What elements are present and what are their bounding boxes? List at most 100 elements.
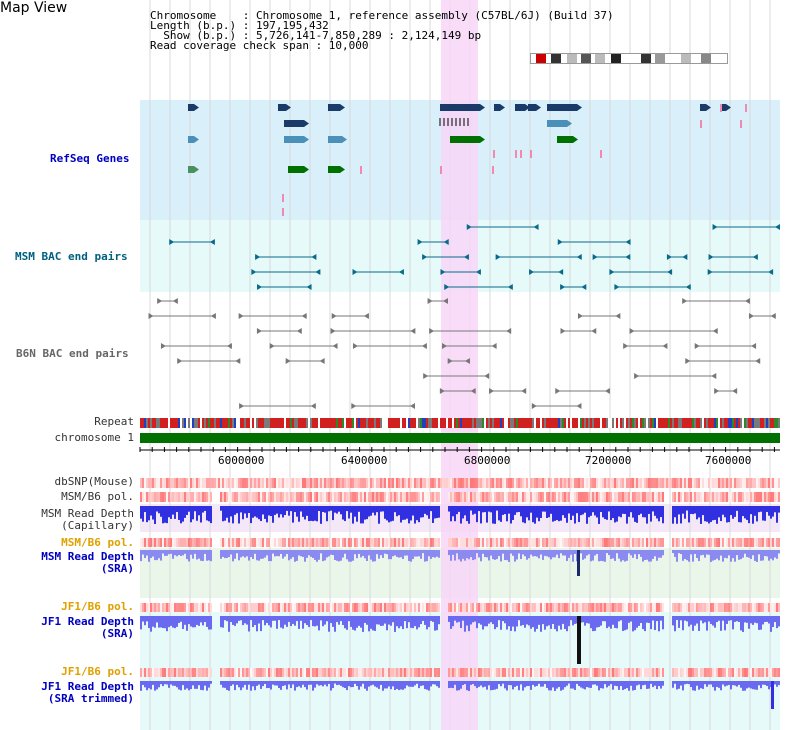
jf1-sra-depth-bar	[308, 616, 310, 628]
msm-sra-depth-bar	[372, 550, 374, 562]
msm-pol-cell	[774, 492, 776, 502]
msm-cap-depth-bar	[312, 506, 314, 522]
msm-pol-cell	[246, 492, 248, 502]
jf1-sra-depth-bar	[744, 616, 746, 623]
dbsnp-cell	[450, 478, 452, 488]
jf1-sra-depth-bar	[220, 616, 222, 628]
jf1-trim-depth-bar	[242, 681, 244, 688]
msm-pol-cell	[452, 492, 454, 502]
repeat-segment	[398, 418, 400, 428]
jf1-pol-cell	[210, 603, 212, 612]
msm-pol-cell	[388, 492, 390, 502]
jf1-pol2-cell	[448, 668, 450, 677]
jf1-trim-depth-bar	[574, 681, 576, 690]
dbsnp-cell	[244, 478, 246, 488]
msm-pol-cell	[244, 492, 246, 502]
jf1-pol-cell	[638, 603, 640, 612]
jf1-trim-depth-bar	[508, 681, 510, 685]
repeat-segment	[740, 418, 742, 428]
msm-pol-cell	[194, 492, 196, 502]
repeat-segment	[144, 418, 146, 428]
msm-pol2-cell	[750, 538, 752, 547]
dbsnp-cell	[732, 478, 734, 488]
jf1-pol-cell	[256, 603, 258, 612]
msm-sra-depth-bar	[674, 550, 676, 557]
jf1-pol-cell	[632, 603, 634, 612]
dbsnp-cell	[178, 478, 180, 488]
jf1-pol2-cell	[610, 668, 612, 677]
b6n-bac-pair-end	[744, 298, 750, 304]
msm-sra-depth-bar	[656, 550, 658, 561]
dbsnp-cell	[394, 478, 396, 488]
repeat-segment	[194, 418, 196, 428]
dbsnp-cell	[752, 478, 754, 488]
chromosome-ideogram[interactable]	[530, 53, 728, 64]
jf1-trim-depth-bar	[554, 681, 556, 691]
msm-pol2-cell	[692, 538, 694, 547]
jf1-sra-depth-bar	[324, 616, 326, 625]
jf1-pol-cell	[168, 603, 170, 612]
dbsnp-cell	[192, 478, 194, 488]
jf1-trim-depth-bar	[464, 681, 466, 685]
repeat-segment	[164, 418, 166, 428]
dbsnp-cell	[194, 478, 196, 488]
msm-cap-depth-bar	[726, 506, 728, 523]
jf1-trim-depth-bar	[436, 681, 438, 687]
msm-pol2-cell	[564, 538, 566, 547]
dbsnp-cell	[360, 478, 362, 488]
msm-sra-depth-bar	[558, 550, 560, 559]
pink-feature	[440, 166, 442, 174]
jf1-trim-depth-bar	[244, 681, 246, 685]
jf1-pol2-cell	[740, 668, 742, 677]
msm-bac-pair-end	[581, 284, 587, 290]
msm-pol2-cell	[146, 538, 148, 547]
msm-pol2-cell	[268, 538, 270, 547]
jf1-sra-depth-bar	[150, 616, 152, 632]
jf1-sra-depth-bar	[686, 616, 688, 622]
msm-cap-depth-bar	[558, 506, 560, 522]
jf1-trim-depth-bar	[424, 681, 426, 690]
repeat-segment	[254, 418, 256, 428]
msm-pol2-cell	[262, 538, 264, 547]
dbsnp-cell	[492, 478, 494, 488]
msm-pol-cell	[468, 492, 470, 502]
msm-cap-depth-bar	[204, 506, 206, 511]
jf1-trim-depth-bar	[540, 681, 542, 687]
jf1-pol2-cell	[464, 668, 466, 677]
msm-pol2-cell	[602, 538, 604, 547]
msm-cap-depth-bar	[278, 506, 280, 518]
repeat-segment	[286, 418, 288, 428]
repeat-segment	[776, 418, 778, 428]
dbsnp-cell	[688, 478, 690, 488]
jf1-trim-depth-bar	[376, 681, 378, 688]
msm-b6-pol-label: MSM/B6 pol.	[61, 490, 134, 503]
jf1-pol2-cell	[200, 668, 202, 677]
jf1-pol-cell	[704, 603, 706, 612]
jf1-trim-depth-bar	[514, 681, 516, 687]
jf1-sra-depth-bar	[158, 616, 160, 628]
jf1-sra-depth-bar	[508, 616, 510, 627]
repeat-segment	[352, 418, 354, 428]
jf1-pol2-cell	[186, 668, 188, 677]
repeat-segment	[410, 418, 412, 428]
jf1-pol-cell	[696, 603, 698, 612]
jf1-pol2-cell	[372, 668, 374, 677]
repeat-segment	[714, 418, 716, 428]
msm-pol2-cell	[772, 538, 774, 547]
repeat-segment	[536, 418, 538, 428]
jf1-trim-depth-bar	[150, 681, 152, 690]
msm-pol2-cell	[450, 538, 452, 547]
msm-sra-depth-bar	[724, 550, 726, 558]
msm-pol2-cell	[198, 538, 200, 547]
pink-feature	[520, 150, 522, 158]
jf1-pol-cell	[276, 603, 278, 612]
msm-pol-cell	[224, 492, 226, 502]
dbsnp-cell	[766, 478, 768, 488]
jf1-pol-cell	[650, 603, 652, 612]
msm-pol-cell	[700, 492, 702, 502]
repeat-segment	[142, 418, 144, 428]
jf1-trim-depth-bar	[296, 681, 298, 688]
dbsnp-cell	[462, 478, 464, 488]
jf1-pol2-cell	[646, 668, 648, 677]
msm-sra-depth-bar	[412, 550, 414, 560]
